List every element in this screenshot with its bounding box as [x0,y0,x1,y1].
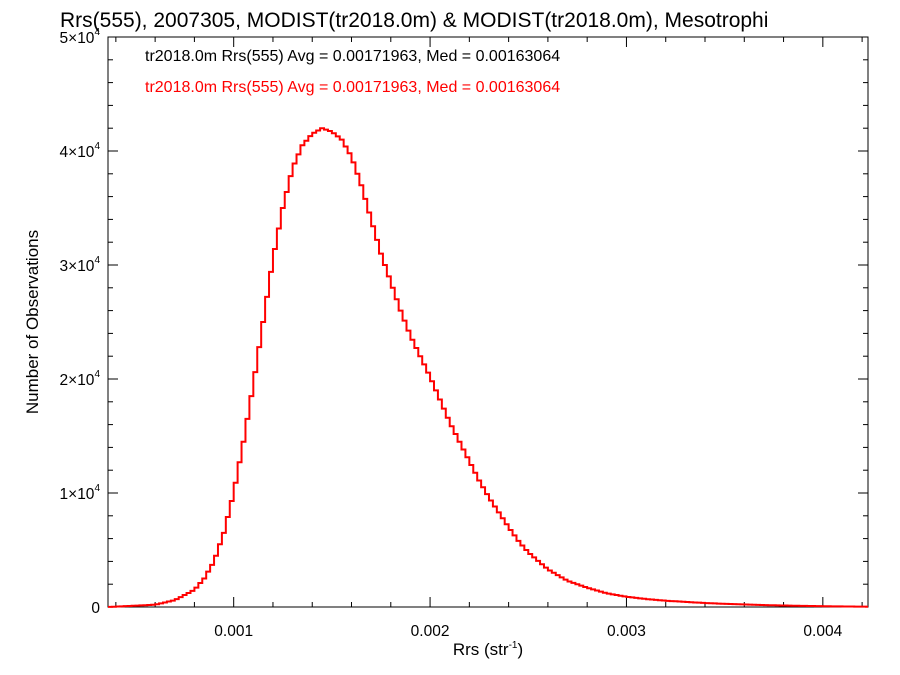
histogram-series [108,127,868,608]
y-tick-exponent: 4 [94,141,100,152]
chart-title: Rrs(555), 2007305, MODIST(tr2018.0m) & M… [60,9,768,32]
plot-frame [107,36,869,608]
y-tick-mantissa: 5×10 [60,30,95,47]
y-tick-mantissa: 0 [91,600,100,617]
x-axis-label-main: Rrs (str [453,640,509,659]
y-tick-label: 5×104 [60,27,101,47]
x-axis-label-exp: -1 [509,640,518,651]
y-tick-label: 2×104 [60,369,101,389]
y-tick-mantissa: 1×10 [60,486,95,503]
y-tick-mantissa: 2×10 [60,372,95,389]
y-tick-mantissa: 4×10 [60,144,95,161]
x-axis-label: Rrs (str-1) [453,640,523,659]
y-tick-exponent: 4 [94,27,100,38]
legend-entry-black: tr2018.0m Rrs(555) Avg = 0.00171963, Med… [145,48,560,65]
legend-entry-red: tr2018.0m Rrs(555) Avg = 0.00171963, Med… [145,79,560,96]
y-tick-label: 4×104 [60,141,101,161]
x-axis: 0.001 0.002 0.003 0.004 [115,37,863,640]
y-tick-label: 1×104 [60,483,101,503]
y-tick-exponent: 4 [94,483,100,494]
y-tick-mantissa: 3×10 [60,258,95,275]
y-tick-label: 3×104 [60,255,101,275]
x-tick-label: 0.003 [607,623,646,640]
y-tick-exponent: 4 [94,255,100,266]
x-tick-label: 0.004 [803,623,842,640]
y-tick-label: 0 [91,600,100,617]
y-axis-label: Number of Observations [23,230,42,414]
y-tick-exponent: 4 [94,369,100,380]
x-tick-label: 0.001 [214,623,253,640]
x-tick-label: 0.002 [411,623,450,640]
x-axis-label-close: ) [517,640,523,659]
